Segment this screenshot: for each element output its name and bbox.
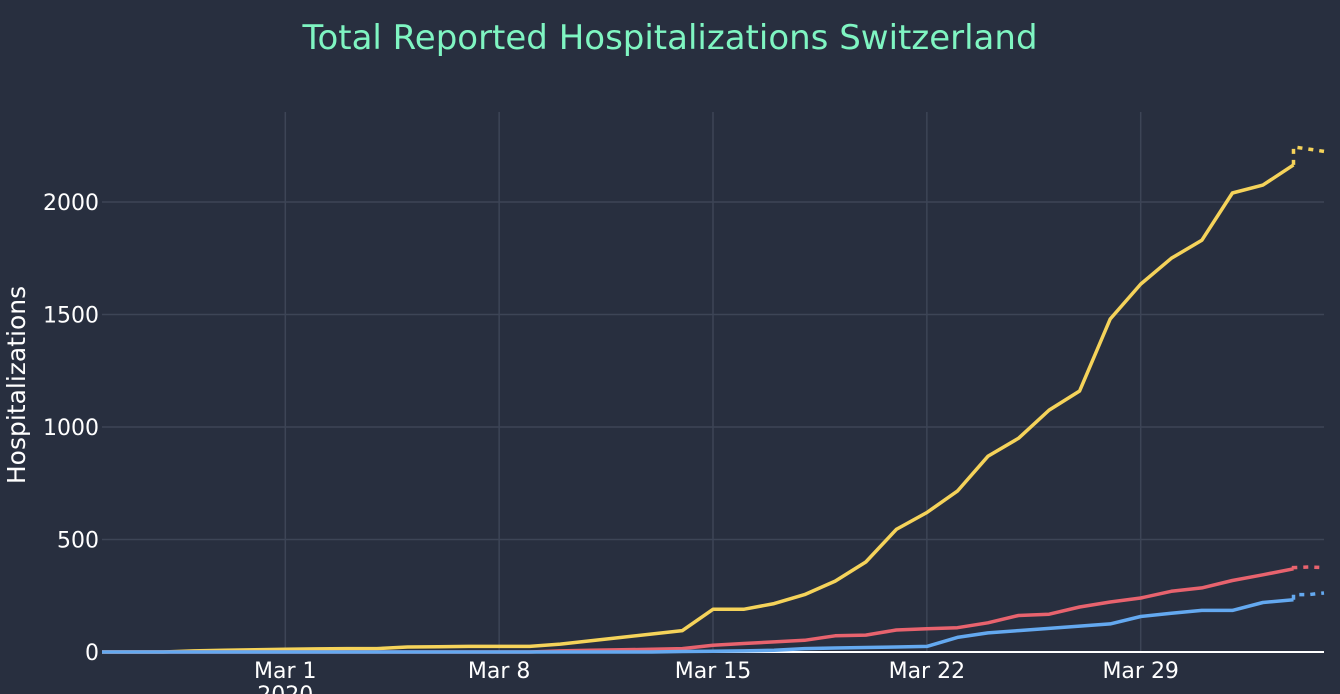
y-tick-label: 2000 xyxy=(43,191,99,216)
x-tick-label: Mar 8 xyxy=(468,659,531,684)
y-tick-label: 1000 xyxy=(43,416,99,441)
series-line-3 xyxy=(102,598,1294,654)
series-line-1 xyxy=(102,163,1295,654)
y-axis-title: Hospitalizations xyxy=(2,286,31,484)
series-forecast-2 xyxy=(1291,565,1325,570)
series-line-2 xyxy=(102,567,1294,654)
y-tick-label: 500 xyxy=(57,529,99,554)
series-forecast-1 xyxy=(1291,144,1325,165)
y-tick-label: 1500 xyxy=(43,304,99,329)
series-forecast-3 xyxy=(1291,591,1325,600)
x-tick-label: Mar 1 xyxy=(254,659,317,684)
chart-title: Total Reported Hospitalizations Switzerl… xyxy=(302,18,1038,58)
y-tick-label: 0 xyxy=(85,641,99,666)
x-tick-label: Mar 22 xyxy=(889,659,966,684)
x-year-label: 2020 xyxy=(257,683,313,694)
x-tick-label: Mar 29 xyxy=(1102,659,1179,684)
x-tick-label: Mar 15 xyxy=(675,659,752,684)
